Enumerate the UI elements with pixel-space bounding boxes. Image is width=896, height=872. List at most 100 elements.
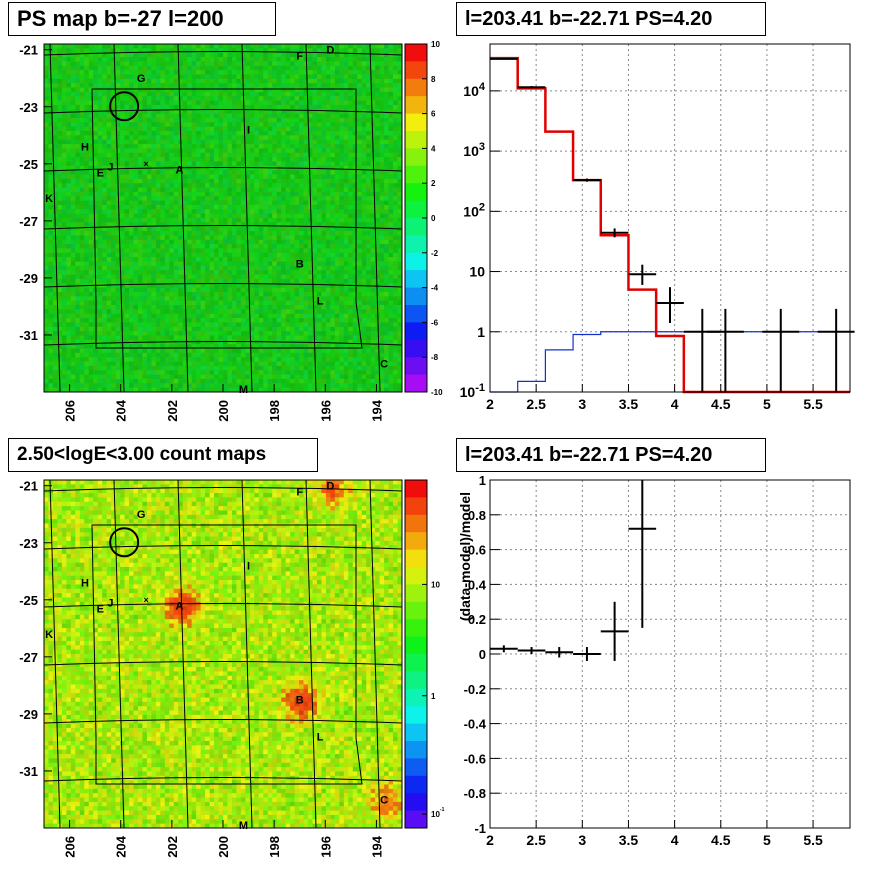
y-tick-label: -27 (19, 214, 38, 229)
x-tick-label: 202 (165, 400, 180, 422)
colorbar-cell (405, 601, 427, 620)
source-label-M: M (239, 384, 248, 396)
colorbar-cell (405, 723, 427, 742)
x-tick-label: 196 (318, 400, 333, 422)
y-tick-label: 0.4 (468, 577, 487, 592)
y-tick-label: -23 (19, 100, 38, 115)
colorbar-cell (405, 270, 427, 289)
source-label-F: F (296, 486, 303, 498)
grid-line (43, 51, 403, 56)
x-tick-label: 2.5 (526, 832, 546, 848)
y-axis-label: (data-model)/model (457, 492, 473, 621)
x-tick-label: 202 (165, 836, 180, 858)
x-tick-label: 206 (63, 400, 78, 422)
source-label-A: A (176, 165, 184, 177)
background-model-line (490, 331, 850, 393)
y-tick-label: -0.6 (464, 751, 486, 766)
x-tick-label: 196 (318, 836, 333, 858)
total-model-line (490, 56, 850, 394)
y-tick-label: -23 (19, 536, 38, 551)
colorbar-cell (405, 671, 427, 690)
x-tick-label: 5 (763, 396, 771, 412)
colorbar-cell (405, 218, 427, 236)
colorbar-cell (405, 514, 427, 533)
colorbar-tick-label: 10 (431, 580, 440, 589)
source-label-J: J (107, 162, 113, 174)
grid-line (43, 167, 403, 172)
count-map-panel: 2.50<logE<3.00 count maps × D F G I H A E J K B L C M… (0, 436, 448, 872)
colorbar-cell (405, 113, 427, 132)
y-tick-label: 103 (463, 141, 485, 159)
source-label-I: I (247, 561, 250, 573)
colorbar-cell (405, 322, 427, 341)
colorbar-tick-label: 8 (431, 75, 436, 84)
colorbar-cell (405, 165, 427, 184)
source-label-L: L (317, 732, 324, 744)
colorbar-tick-label: 6 (431, 110, 436, 119)
source-label-I: I (247, 125, 250, 137)
colorbar-cell (405, 44, 427, 62)
colorbar-cell (405, 688, 427, 707)
grid-line (241, 479, 253, 829)
grid-line (305, 43, 317, 393)
source-label-E: E (97, 603, 104, 615)
map-pixels (44, 480, 403, 829)
source-label-D: D (326, 481, 334, 493)
source-label-K: K (45, 629, 53, 641)
grid-line (369, 43, 381, 393)
colorbar-cell (405, 775, 427, 794)
grid-line (241, 43, 253, 393)
source-label-K: K (45, 193, 53, 205)
x-tick-label: 200 (216, 400, 231, 422)
grid-line (43, 487, 403, 492)
colorbar-frame (404, 479, 428, 829)
roi-outline (91, 524, 363, 785)
colorbar-cell (405, 497, 427, 516)
y-tick-label: -25 (19, 157, 38, 172)
colorbar-cell (405, 96, 427, 115)
grid-line (43, 777, 403, 782)
grid-line (113, 479, 125, 829)
map-pixels (44, 44, 403, 393)
source-label-B: B (296, 259, 304, 271)
y-tick-label: -29 (19, 271, 38, 286)
source-label-C: C (380, 794, 388, 806)
colorbar-cell (405, 131, 427, 149)
grid-line (43, 661, 403, 666)
x-tick-label: 4 (671, 396, 679, 412)
colorbar-cell (405, 636, 427, 655)
y-tick-label: 104 (463, 81, 486, 99)
cross-marker: × (144, 159, 149, 169)
y-tick-label: 0.8 (468, 508, 486, 523)
colorbar-tick-label: -4 (431, 284, 439, 293)
colorbar-tick-label: -2 (431, 249, 439, 258)
residual-chart: 2 2.5 3 3.5 4 4.5 5 5.5 1 0.8 0.6 0.4 0.2 0 -0.2 -0.4 -0… (457, 473, 851, 848)
plot-frame (489, 43, 851, 393)
source-label-L: L (317, 296, 324, 308)
grid-line (305, 479, 317, 829)
residual-title: l=203.41 b=-22.71 PS=4.20 (456, 438, 766, 472)
colorbar-tick-label: -10 (431, 388, 443, 397)
grid-line (43, 603, 403, 608)
colorbar-tick-label: -8 (431, 353, 439, 362)
grid-line (43, 719, 403, 724)
colorbar-cell (405, 810, 427, 829)
colorbar-cell (405, 200, 427, 219)
y-tick-label: 0 (479, 647, 486, 662)
source-label-J: J (107, 598, 113, 610)
x-tick-label: 4 (671, 832, 679, 848)
colorbar-tick-label: 10 (431, 40, 440, 49)
colorbar-cell (405, 619, 427, 638)
x-tick-label: 5.5 (803, 832, 823, 848)
x-tick-label: 5.5 (803, 396, 823, 412)
colorbar-cell (405, 532, 427, 551)
target-circle (109, 527, 140, 558)
grid-line (43, 341, 403, 346)
colorbar-tick-label: 10-1 (431, 807, 445, 819)
colorbar-tick-label: 0 (431, 214, 436, 223)
grid-line (43, 225, 403, 230)
grid-line (369, 479, 381, 829)
x-tick-label: 204 (114, 835, 129, 857)
ps-map-panel: PS map b=-27 l=200 × D F G I H A E J K B L C M 206 204 2… (0, 0, 448, 436)
